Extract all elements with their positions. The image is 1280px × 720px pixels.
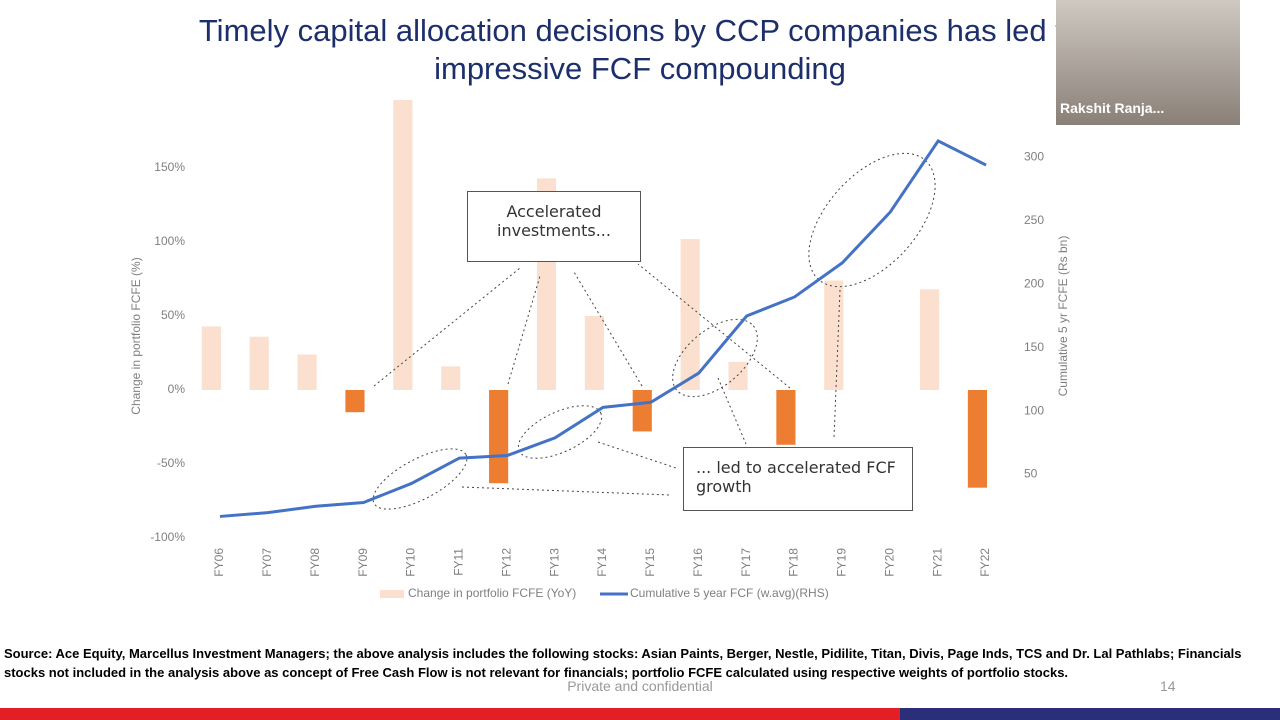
y-tick-label: 150% bbox=[154, 160, 185, 174]
legend-label: Change in portfolio FCFE (YoY) bbox=[408, 586, 576, 600]
x-tick-label: FY18 bbox=[787, 548, 801, 577]
x-tick-label: FY06 bbox=[212, 548, 226, 577]
bar bbox=[776, 390, 796, 445]
bar bbox=[919, 289, 940, 390]
y2-axis-label: Cumulative 5 yr FCFE (Rs bn) bbox=[1056, 236, 1070, 397]
bar bbox=[201, 326, 221, 390]
x-tick-label: FY22 bbox=[978, 548, 992, 577]
x-tick-label: FY10 bbox=[404, 548, 418, 577]
y2-tick-label: 200 bbox=[1024, 276, 1044, 290]
y-axis-label: Change in portfolio FCFE (%) bbox=[129, 257, 143, 414]
participant-video bbox=[1056, 0, 1240, 125]
annotation: Accelerated investments... bbox=[467, 191, 641, 262]
bar bbox=[967, 390, 988, 488]
y-tick-label: -100% bbox=[150, 530, 185, 544]
bar bbox=[584, 316, 604, 390]
bar bbox=[393, 99, 413, 391]
participant-name: Rakshit Ranja... bbox=[1060, 100, 1165, 116]
annotation: ... led to accelerated FCF growth bbox=[683, 447, 913, 511]
footer: Private and confidential bbox=[567, 678, 713, 694]
line bbox=[219, 139, 987, 518]
legend-swatch bbox=[380, 590, 404, 598]
x-tick-label: FY12 bbox=[499, 548, 513, 577]
y2-tick-label: 150 bbox=[1024, 340, 1044, 354]
bar bbox=[297, 354, 317, 390]
x-tick-label: FY17 bbox=[739, 548, 753, 577]
page-number: 14 bbox=[1160, 678, 1176, 694]
bar bbox=[441, 366, 461, 390]
bar bbox=[824, 280, 844, 390]
bar bbox=[632, 390, 652, 432]
slide-title: Timely capital allocation decisions by C… bbox=[198, 13, 1082, 86]
x-tick-label: FY16 bbox=[691, 548, 705, 577]
bottom-bar bbox=[900, 708, 1280, 720]
y-tick-label: 50% bbox=[161, 308, 185, 322]
y2-tick-label: 50 bbox=[1024, 467, 1038, 481]
x-tick-label: FY19 bbox=[835, 548, 849, 577]
bar bbox=[249, 336, 269, 390]
x-tick-label: FY20 bbox=[882, 548, 896, 577]
bar bbox=[728, 361, 748, 390]
x-tick-label: FY13 bbox=[547, 548, 561, 577]
y-tick-label: -50% bbox=[157, 456, 185, 470]
y2-tick-label: 300 bbox=[1024, 150, 1044, 164]
x-tick-label: FY09 bbox=[356, 548, 370, 577]
bottom-bar bbox=[0, 708, 900, 720]
y-tick-label: 0% bbox=[168, 382, 186, 396]
x-tick-label: FY14 bbox=[595, 548, 609, 577]
y-tick-label: 100% bbox=[154, 234, 185, 248]
x-tick-label: FY21 bbox=[930, 548, 944, 577]
x-tick-label: FY11 bbox=[452, 548, 466, 576]
bar bbox=[345, 390, 365, 413]
y2-tick-label: 250 bbox=[1024, 213, 1044, 227]
legend-label: Cumulative 5 year FCF (w.avg)(RHS) bbox=[630, 586, 829, 600]
x-tick-label: FY08 bbox=[308, 548, 322, 577]
x-tick-label: FY07 bbox=[260, 548, 274, 577]
source-note: Source: Ace Equity, Marcellus Investment… bbox=[4, 646, 1242, 680]
bar bbox=[489, 390, 509, 484]
y2-tick-label: 100 bbox=[1024, 403, 1044, 417]
x-tick-label: FY15 bbox=[643, 548, 657, 577]
bar bbox=[680, 239, 700, 390]
